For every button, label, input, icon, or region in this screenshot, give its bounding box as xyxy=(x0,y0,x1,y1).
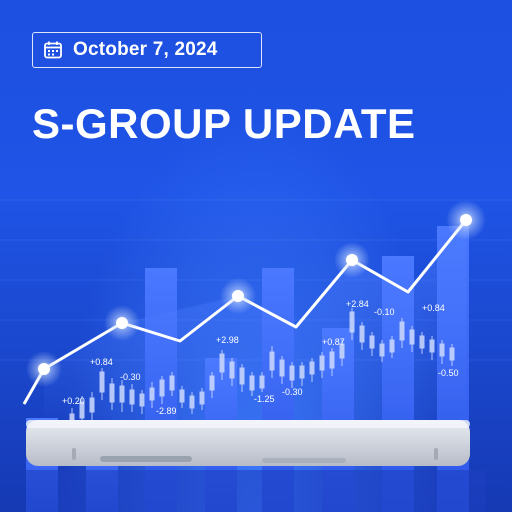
change-label: -0.50 xyxy=(438,368,459,378)
tablet-device xyxy=(26,420,486,512)
trend-point xyxy=(232,290,244,302)
candlestick-series xyxy=(69,308,455,432)
change-label: +0.84 xyxy=(90,357,113,367)
change-label: +2.98 xyxy=(216,335,239,345)
trend-point xyxy=(116,317,128,329)
trend-point xyxy=(460,214,472,226)
date-text: October 7, 2024 xyxy=(73,39,218,60)
change-label: +2.84 xyxy=(346,299,369,309)
change-label: +0.84 xyxy=(422,303,445,313)
change-label: +0.87 xyxy=(322,337,345,347)
change-label: -0.30 xyxy=(282,387,303,397)
change-label: -2.89 xyxy=(156,406,177,416)
trend-point xyxy=(346,254,358,266)
change-label: -1.25 xyxy=(254,394,275,404)
change-label: -0.10 xyxy=(374,307,395,317)
headline: S-GROUP UPDATE xyxy=(32,100,416,147)
change-label: +0.20 xyxy=(62,396,85,406)
trend-point xyxy=(38,363,50,375)
trend-points xyxy=(26,200,486,387)
calendar-icon xyxy=(44,41,62,59)
date-badge: October 7, 2024 xyxy=(32,32,262,68)
change-label: -0.30 xyxy=(120,372,141,382)
change-labels: +0.20 +0.84 -0.30 -2.89 +2.98 -1.25 -0.3… xyxy=(62,299,459,416)
